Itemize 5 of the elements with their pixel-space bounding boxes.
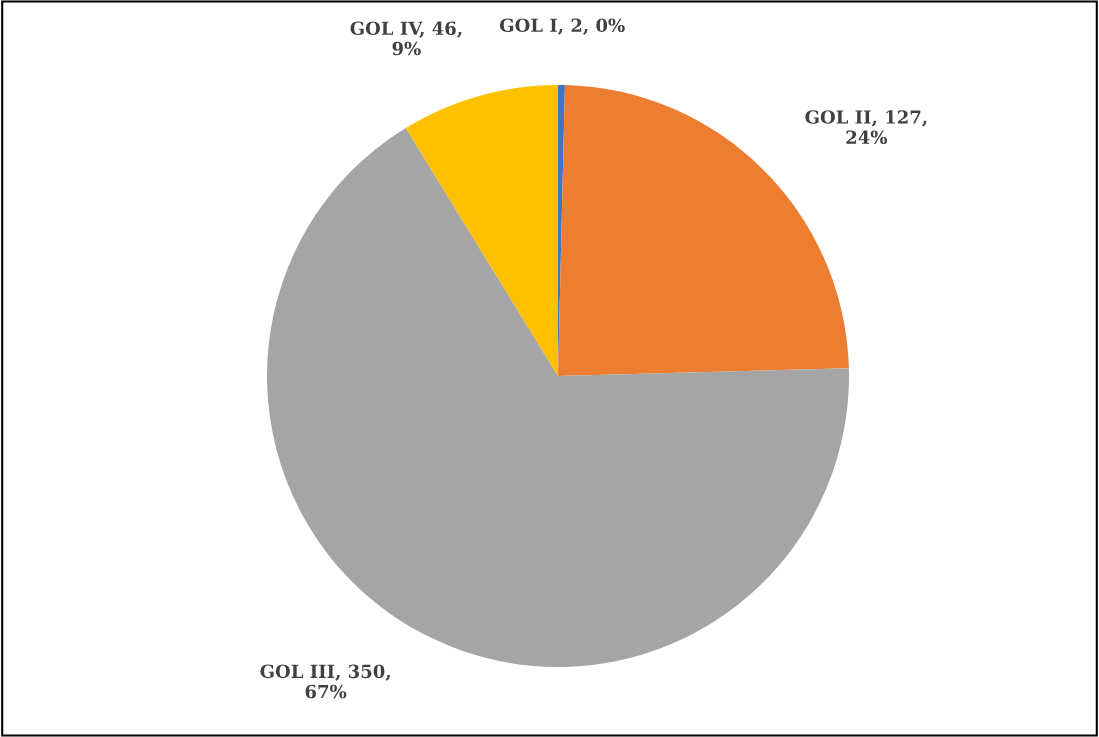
pie-slice [405,85,558,376]
slice-label: GOL I, 2, 0% [499,18,625,35]
slice-label: GOL IV, 46, 9% [350,21,462,56]
slice-label: GOL II, 127, 24% [805,110,927,145]
slice-label: GOL III, 350, 67% [260,664,390,699]
